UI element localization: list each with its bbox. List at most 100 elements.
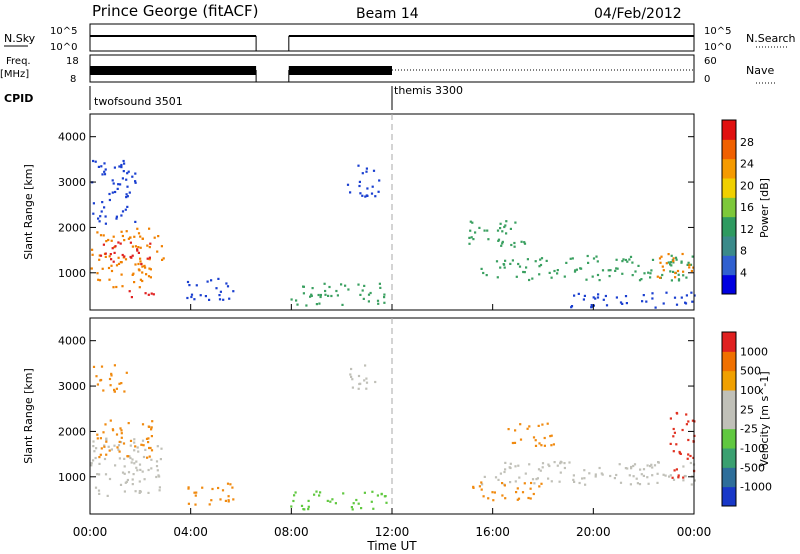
echo-cell <box>124 258 128 261</box>
echo-cell <box>118 382 121 385</box>
echo-cell <box>194 494 197 497</box>
echo-cell <box>670 264 673 267</box>
echo-cell <box>142 444 145 447</box>
echo-cell <box>120 166 123 169</box>
echo-cell <box>677 474 680 477</box>
echo-cell <box>120 214 123 217</box>
echo-cell <box>363 284 366 287</box>
echo-cell <box>651 474 654 477</box>
echo-cell <box>626 467 629 470</box>
velocity-panel-frame <box>89 317 695 515</box>
echo-cell <box>615 267 618 270</box>
echo-cell <box>217 277 220 280</box>
velocity-colorbar-label: Velocity [m s^-1] <box>758 371 771 466</box>
echo-cell <box>113 364 116 367</box>
echo-cell <box>645 300 648 303</box>
echo-cell <box>647 271 650 274</box>
echo-cell <box>292 499 295 503</box>
echo-cell <box>117 262 121 265</box>
echo-cell <box>516 498 519 501</box>
echo-cell <box>478 226 481 229</box>
echo-cell <box>92 212 95 215</box>
power-y-axis: 1000 2000 3000 4000 <box>58 131 694 280</box>
echo-cell <box>145 437 149 440</box>
echo-cell <box>119 242 122 245</box>
echo-cell <box>111 179 114 182</box>
echo-cell <box>139 246 142 249</box>
echo-cell <box>598 279 601 282</box>
echo-cell <box>145 273 148 276</box>
echo-cell <box>121 253 124 257</box>
echo-cell <box>140 263 143 266</box>
echo-cell <box>383 293 386 296</box>
echo-cell <box>363 379 366 382</box>
echo-cell <box>156 445 159 448</box>
echo-cell <box>307 505 310 508</box>
echo-cell <box>671 476 674 479</box>
echo-cell <box>98 492 101 495</box>
echo-cell <box>643 272 646 275</box>
echo-cell <box>625 302 628 305</box>
echo-cell <box>528 463 531 466</box>
nsky-panel-frame <box>89 23 695 52</box>
echo-cell <box>105 453 108 456</box>
echo-cell <box>160 245 163 248</box>
y-tick-label: 3000 <box>58 380 86 393</box>
echo-cell <box>136 249 139 252</box>
echo-cell <box>684 302 688 305</box>
echo-cell <box>548 271 551 274</box>
echo-cell <box>613 477 616 480</box>
echo-cell <box>621 272 624 275</box>
echo-cell <box>118 457 121 460</box>
echo-cell <box>650 269 653 272</box>
velocity-colorbar-frame <box>721 331 737 507</box>
echo-cell <box>669 263 672 266</box>
echo-cell <box>148 258 151 261</box>
echo-cell <box>114 190 117 194</box>
echo-cell <box>94 486 98 489</box>
echo-cell <box>113 251 116 254</box>
echo-cell <box>669 474 672 477</box>
echo-cell <box>148 256 151 259</box>
echo-cell <box>138 491 141 494</box>
echo-cell <box>134 181 137 184</box>
echo-cell <box>504 224 507 227</box>
echo-cell <box>362 297 365 300</box>
echo-cell <box>568 461 571 464</box>
echo-cell <box>550 434 553 437</box>
echo-cell <box>541 466 544 469</box>
echo-cell <box>629 255 633 258</box>
echo-cell <box>187 486 190 489</box>
echo-cell <box>326 499 329 502</box>
echo-cell <box>96 272 99 275</box>
echo-cell <box>539 469 542 472</box>
echo-cell <box>546 422 549 425</box>
echo-cell <box>97 217 100 220</box>
echo-cell <box>123 162 126 165</box>
echo-cell <box>105 240 108 243</box>
echo-cell <box>98 279 102 282</box>
echo-cell <box>150 426 153 429</box>
echo-cell <box>290 505 293 508</box>
echo-cell <box>144 292 147 295</box>
echo-cell <box>100 210 103 213</box>
echo-cell <box>509 466 512 470</box>
echo-cell <box>201 486 204 489</box>
y-tick-label: 2000 <box>58 425 86 438</box>
echo-cell <box>540 444 543 447</box>
echo-cell <box>683 474 686 478</box>
echo-cell <box>630 465 633 469</box>
echo-cell <box>358 382 361 386</box>
echo-cell <box>140 443 143 446</box>
velocity-echo-field <box>90 364 696 511</box>
echo-cell <box>372 507 375 510</box>
echo-cell <box>99 437 102 440</box>
echo-cell <box>518 265 522 268</box>
y-tick-label: 3000 <box>58 176 86 189</box>
echo-cell <box>514 465 517 468</box>
echo-cell <box>365 381 369 384</box>
echo-cell <box>677 278 681 281</box>
echo-cell <box>673 431 676 434</box>
echo-cell <box>516 487 519 490</box>
echo-cell <box>315 303 318 306</box>
